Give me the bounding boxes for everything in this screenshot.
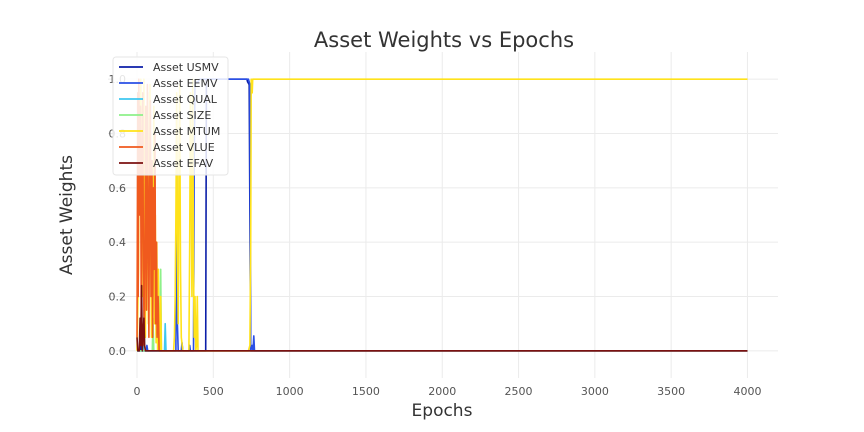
legend-label: Asset VLUE [153,141,215,154]
x-tick-label: 1000 [276,385,304,398]
y-axis-title: Asset Weights [57,155,77,275]
legend-label: Asset SIZE [153,109,211,122]
legend-label: Asset MTUM [153,125,220,138]
legend: Asset USMV Asset EEMV Asset QUAL Asset SIZE… [112,56,229,176]
x-axis-title: Epochs [412,401,473,421]
x-tick-label: 3000 [581,385,609,398]
legend-label: Asset QUAL [153,93,218,106]
x-tick-label: 500 [203,385,224,398]
y-tick-label: 0.2 [109,291,127,304]
series-line-asset-efav [136,284,748,352]
x-tick-label: 0 [133,385,140,398]
legend-label: Asset EFAV [153,157,214,170]
y-tick-label: 0.4 [109,236,127,249]
x-tick-label: 2000 [428,385,456,398]
y-tick-label: 0.0 [109,345,127,358]
y-tick-label: 0.6 [109,182,127,195]
legend-box [112,56,229,176]
x-tick-label: 2500 [505,385,533,398]
x-tick-label: 4000 [733,385,761,398]
legend-label: Asset USMV [153,61,219,74]
x-tick-label: 1500 [352,385,380,398]
chart-title: Asset Weights vs Epochs [314,28,574,52]
x-tick-label: 3500 [657,385,685,398]
legend-label: Asset EEMV [153,77,218,90]
